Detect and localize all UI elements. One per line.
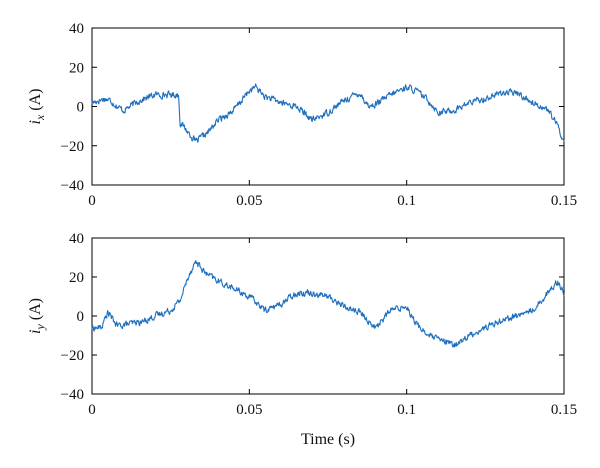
y-tick-label: −20 [61,348,84,364]
x-tick-label: 0.1 [397,402,416,418]
x-tick-label: 0.05 [236,193,262,209]
y-axis-label-symbol: i [27,330,44,334]
y-tick-label: 20 [69,60,84,76]
y-axis-label-unit: (A) [27,89,44,111]
y-tick-label: 0 [77,309,85,325]
axis-ticks-ix [91,27,565,186]
y-tick-label: 0 [77,100,85,116]
y-axis-label-iy: iy (A) [27,298,47,334]
y-tick-label: −20 [61,139,84,155]
chart-panel-iy: 40 20 0 −20 −40 0 0.05 0.1 0.15 iy (A) Ti… [27,231,577,448]
chart-panel-ix: 40 20 0 −20 −40 0 0.05 0.1 0.15 ix (A) [27,21,577,209]
y-axis-label-unit: (A) [27,298,44,320]
x-tick-label: 0.15 [551,193,577,209]
y-axis-label-symbol: i [27,120,44,124]
y-axis-label-subscript: x [33,114,47,121]
y-tick-label: 40 [69,231,84,247]
x-tick-label: 0 [88,193,96,209]
x-tick-label: 0 [88,402,96,418]
y-tick-labels-iy: 40 20 0 −20 −40 [61,231,84,403]
series-line-iy [91,260,565,348]
plot-frame-ix [91,27,565,186]
y-axis-label-subscript: y [33,324,47,331]
x-tick-label: 0.15 [551,402,577,418]
y-axis-label-ix: ix (A) [27,89,47,125]
axis-ticks-iy [91,237,565,395]
y-tick-label: −40 [61,178,84,194]
x-tick-label: 0.05 [236,402,262,418]
x-tick-label: 0.1 [397,193,416,209]
y-tick-labels-ix: 40 20 0 −20 −40 [61,21,84,194]
x-tick-labels-ix: 0 0.05 0.1 0.15 [88,193,577,209]
y-tick-label: 20 [69,270,84,286]
x-tick-labels-iy: 0 0.05 0.1 0.15 [88,402,577,418]
x-axis-label: Time (s) [301,431,355,448]
y-tick-label: −40 [61,387,84,403]
y-tick-label: 40 [69,21,84,37]
series-line-ix [91,83,565,143]
